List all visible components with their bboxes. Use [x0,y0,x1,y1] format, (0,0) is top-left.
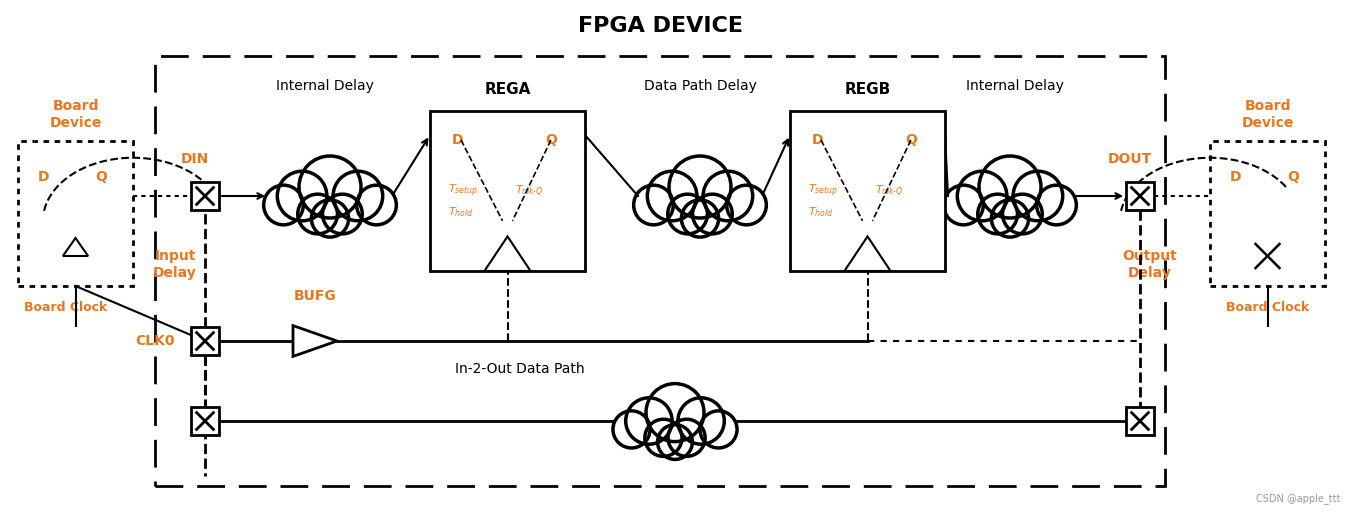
Circle shape [312,200,348,237]
Circle shape [298,194,338,234]
Bar [190,327,219,355]
Circle shape [298,156,360,218]
Text: D: D [813,133,823,147]
Text: Data Path Delay: Data Path Delay [644,79,756,93]
Circle shape [668,194,707,234]
Text: Board Clock: Board Clock [1226,301,1309,314]
Text: Internal Delay: Internal Delay [275,79,374,93]
Circle shape [1037,185,1076,225]
Circle shape [682,200,718,237]
Text: D: D [452,133,463,147]
Text: REGB: REGB [844,82,891,96]
Text: Input: Input [154,249,196,263]
Text: $T_{clk\text{-}Q}$: $T_{clk\text{-}Q}$ [516,184,544,199]
Circle shape [613,411,651,448]
Circle shape [957,171,1007,221]
Polygon shape [293,326,338,357]
Text: Output: Output [1123,249,1177,263]
Text: FPGA DEVICE: FPGA DEVICE [578,16,742,36]
Circle shape [333,171,382,221]
Text: BUFG: BUFG [294,289,336,303]
Circle shape [991,200,1029,237]
Bar [18,141,134,286]
Circle shape [647,171,697,221]
Circle shape [977,194,1018,234]
Circle shape [625,398,672,444]
Circle shape [323,194,362,234]
Bar [790,111,945,271]
Text: Delay: Delay [153,266,197,280]
Text: Device: Device [1241,116,1293,130]
Text: CSDN @apple_ttt: CSDN @apple_ttt [1256,493,1341,504]
Text: Device: Device [50,116,101,130]
Text: Internal Delay: Internal Delay [967,79,1064,93]
Bar [1126,407,1154,435]
Circle shape [1003,194,1042,234]
Text: DIN: DIN [181,152,209,166]
Circle shape [263,185,304,225]
Bar [190,182,219,210]
Bar [155,56,1165,486]
Text: $T_{setup}$: $T_{setup}$ [809,183,838,199]
Text: Board Clock: Board Clock [24,301,107,314]
Text: D: D [38,170,49,184]
Circle shape [693,194,732,234]
Text: REGA: REGA [485,82,531,96]
Circle shape [647,383,703,442]
Text: Delay: Delay [1129,266,1172,280]
Circle shape [277,171,327,221]
Text: Board: Board [53,99,99,113]
Circle shape [670,156,730,218]
Text: Q: Q [95,170,107,184]
Text: $T_{hold}$: $T_{hold}$ [448,205,474,219]
Circle shape [1012,171,1062,221]
Circle shape [633,185,674,225]
Bar [190,407,219,435]
Text: DOUT: DOUT [1108,152,1152,166]
Bar [1126,182,1154,210]
Circle shape [356,185,397,225]
Text: CLK0: CLK0 [135,334,176,348]
Text: Q: Q [545,133,556,147]
Text: $T_{setup}$: $T_{setup}$ [448,183,478,199]
Circle shape [703,171,753,221]
Circle shape [678,398,725,444]
Circle shape [657,425,693,459]
Text: $T_{hold}$: $T_{hold}$ [809,205,833,219]
Text: $T_{clk\text{-}Q}$: $T_{clk\text{-}Q}$ [875,184,903,199]
Circle shape [944,185,983,225]
Text: D: D [1230,170,1241,184]
Circle shape [668,419,705,456]
Bar [431,111,585,271]
Circle shape [699,411,737,448]
Circle shape [979,156,1041,218]
Circle shape [645,419,682,456]
Circle shape [726,185,767,225]
Text: Q: Q [1287,170,1299,184]
Text: In-2-Out Data Path: In-2-Out Data Path [455,362,585,376]
Text: Board: Board [1245,99,1291,113]
Text: Q: Q [904,133,917,147]
Bar [1210,141,1324,286]
